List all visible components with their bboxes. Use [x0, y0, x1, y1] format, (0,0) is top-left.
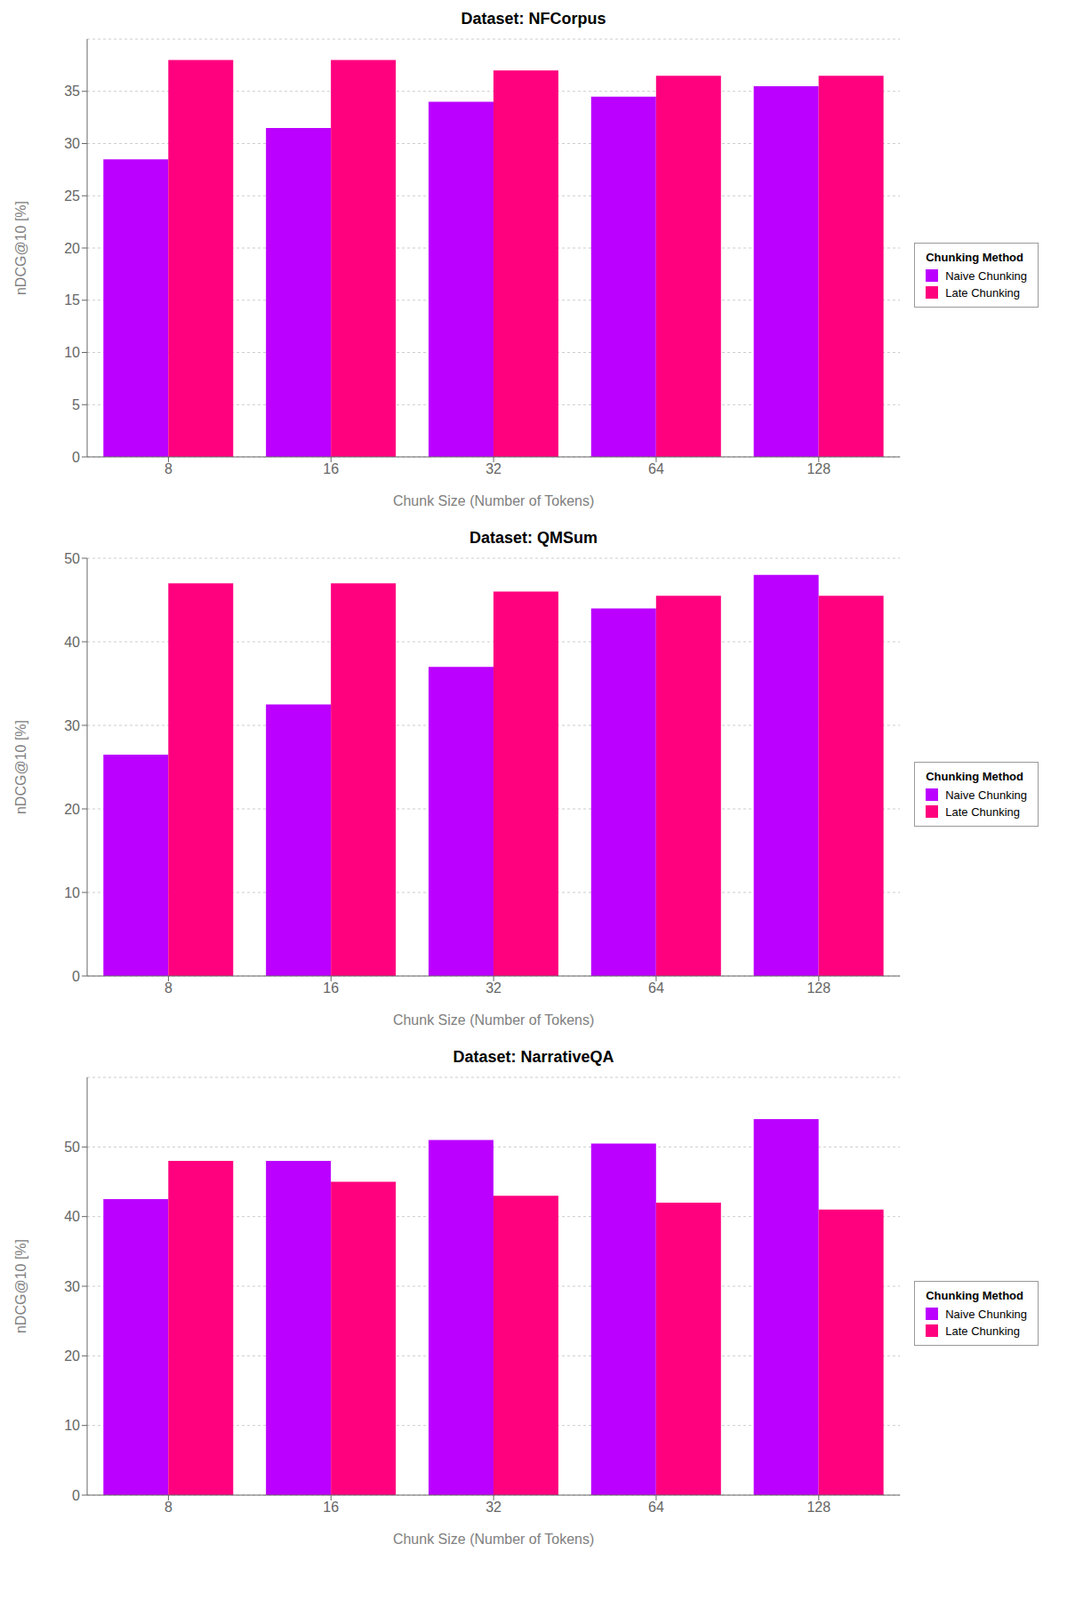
html-text:Dataset: QMSum: Dataset: QMSum — [469, 529, 598, 547]
svg-text:10: 10 — [64, 344, 81, 361]
svg-text:8: 8 — [164, 461, 173, 477]
svg-text:40: 40 — [64, 1209, 81, 1225]
html-text:Late Chunking: Late Chunking — [945, 285, 1020, 300]
svg-text:10: 10 — [64, 885, 81, 901]
svg-text:16: 16 — [322, 1500, 339, 1516]
svg-text:10: 10 — [64, 1418, 81, 1434]
svg-text:50: 50 — [64, 1139, 81, 1156]
svg-text:20: 20 — [64, 1348, 81, 1364]
svg-text:0: 0 — [72, 1488, 81, 1504]
svg-text:15: 15 — [64, 292, 81, 308]
svg-text:8: 8 — [164, 980, 173, 996]
html-text:Dataset: NarrativeQA: Dataset: NarrativeQA — [453, 1048, 614, 1067]
svg-text:16: 16 — [322, 980, 339, 996]
svg-text:25: 25 — [64, 188, 81, 204]
svg-text:32: 32 — [485, 980, 502, 996]
svg-text:Chunk Size (Number of Tokens): Chunk Size (Number of Tokens) — [393, 493, 594, 509]
svg-text:64: 64 — [648, 461, 665, 477]
svg-text:nDCG@10 [%]: nDCG@10 [%] — [13, 720, 29, 815]
svg-text:20: 20 — [64, 240, 81, 257]
html-text:Naive Chunking: Naive Chunking — [945, 268, 1027, 283]
svg-text:40: 40 — [64, 634, 81, 650]
svg-text:16: 16 — [322, 461, 339, 477]
svg-text:0: 0 — [72, 449, 81, 466]
svg-text:64: 64 — [648, 980, 665, 996]
svg-text:20: 20 — [64, 802, 81, 818]
svg-text:128: 128 — [806, 980, 831, 996]
svg-text:128: 128 — [806, 461, 831, 477]
html-text:Late Chunking: Late Chunking — [945, 1324, 1020, 1338]
html-text:Late Chunking: Late Chunking — [945, 805, 1020, 819]
html-text:Chunking Method: Chunking Method — [925, 250, 1024, 264]
html-text:Chunking Method: Chunking Method — [925, 1288, 1024, 1303]
svg-text:30: 30 — [64, 1279, 81, 1295]
svg-text:Chunk Size (Number of Tokens): Chunk Size (Number of Tokens) — [393, 1012, 594, 1028]
svg-text:64: 64 — [648, 1500, 665, 1516]
svg-text:32: 32 — [485, 1500, 502, 1516]
svg-text:nDCG@10 [%]: nDCG@10 [%] — [13, 1239, 29, 1334]
svg-text:8: 8 — [164, 1500, 173, 1516]
svg-text:30: 30 — [64, 718, 81, 734]
svg-text:32: 32 — [485, 461, 502, 477]
svg-text:128: 128 — [806, 1500, 831, 1516]
svg-text:30: 30 — [64, 136, 81, 152]
svg-text:50: 50 — [64, 551, 81, 567]
svg-text:35: 35 — [64, 83, 81, 99]
html-text:Dataset: NFCorpus: Dataset: NFCorpus — [461, 9, 606, 28]
html-text:Chunking Method: Chunking Method — [925, 769, 1024, 783]
svg-text:nDCG@10 [%]: nDCG@10 [%] — [13, 200, 29, 296]
svg-text:0: 0 — [72, 969, 81, 985]
svg-text:5: 5 — [72, 397, 81, 413]
html-text:Naive Chunking: Naive Chunking — [945, 1307, 1027, 1321]
html-text:Naive Chunking: Naive Chunking — [945, 788, 1027, 802]
svg-text:Chunk Size (Number of Tokens): Chunk Size (Number of Tokens) — [393, 1532, 594, 1548]
